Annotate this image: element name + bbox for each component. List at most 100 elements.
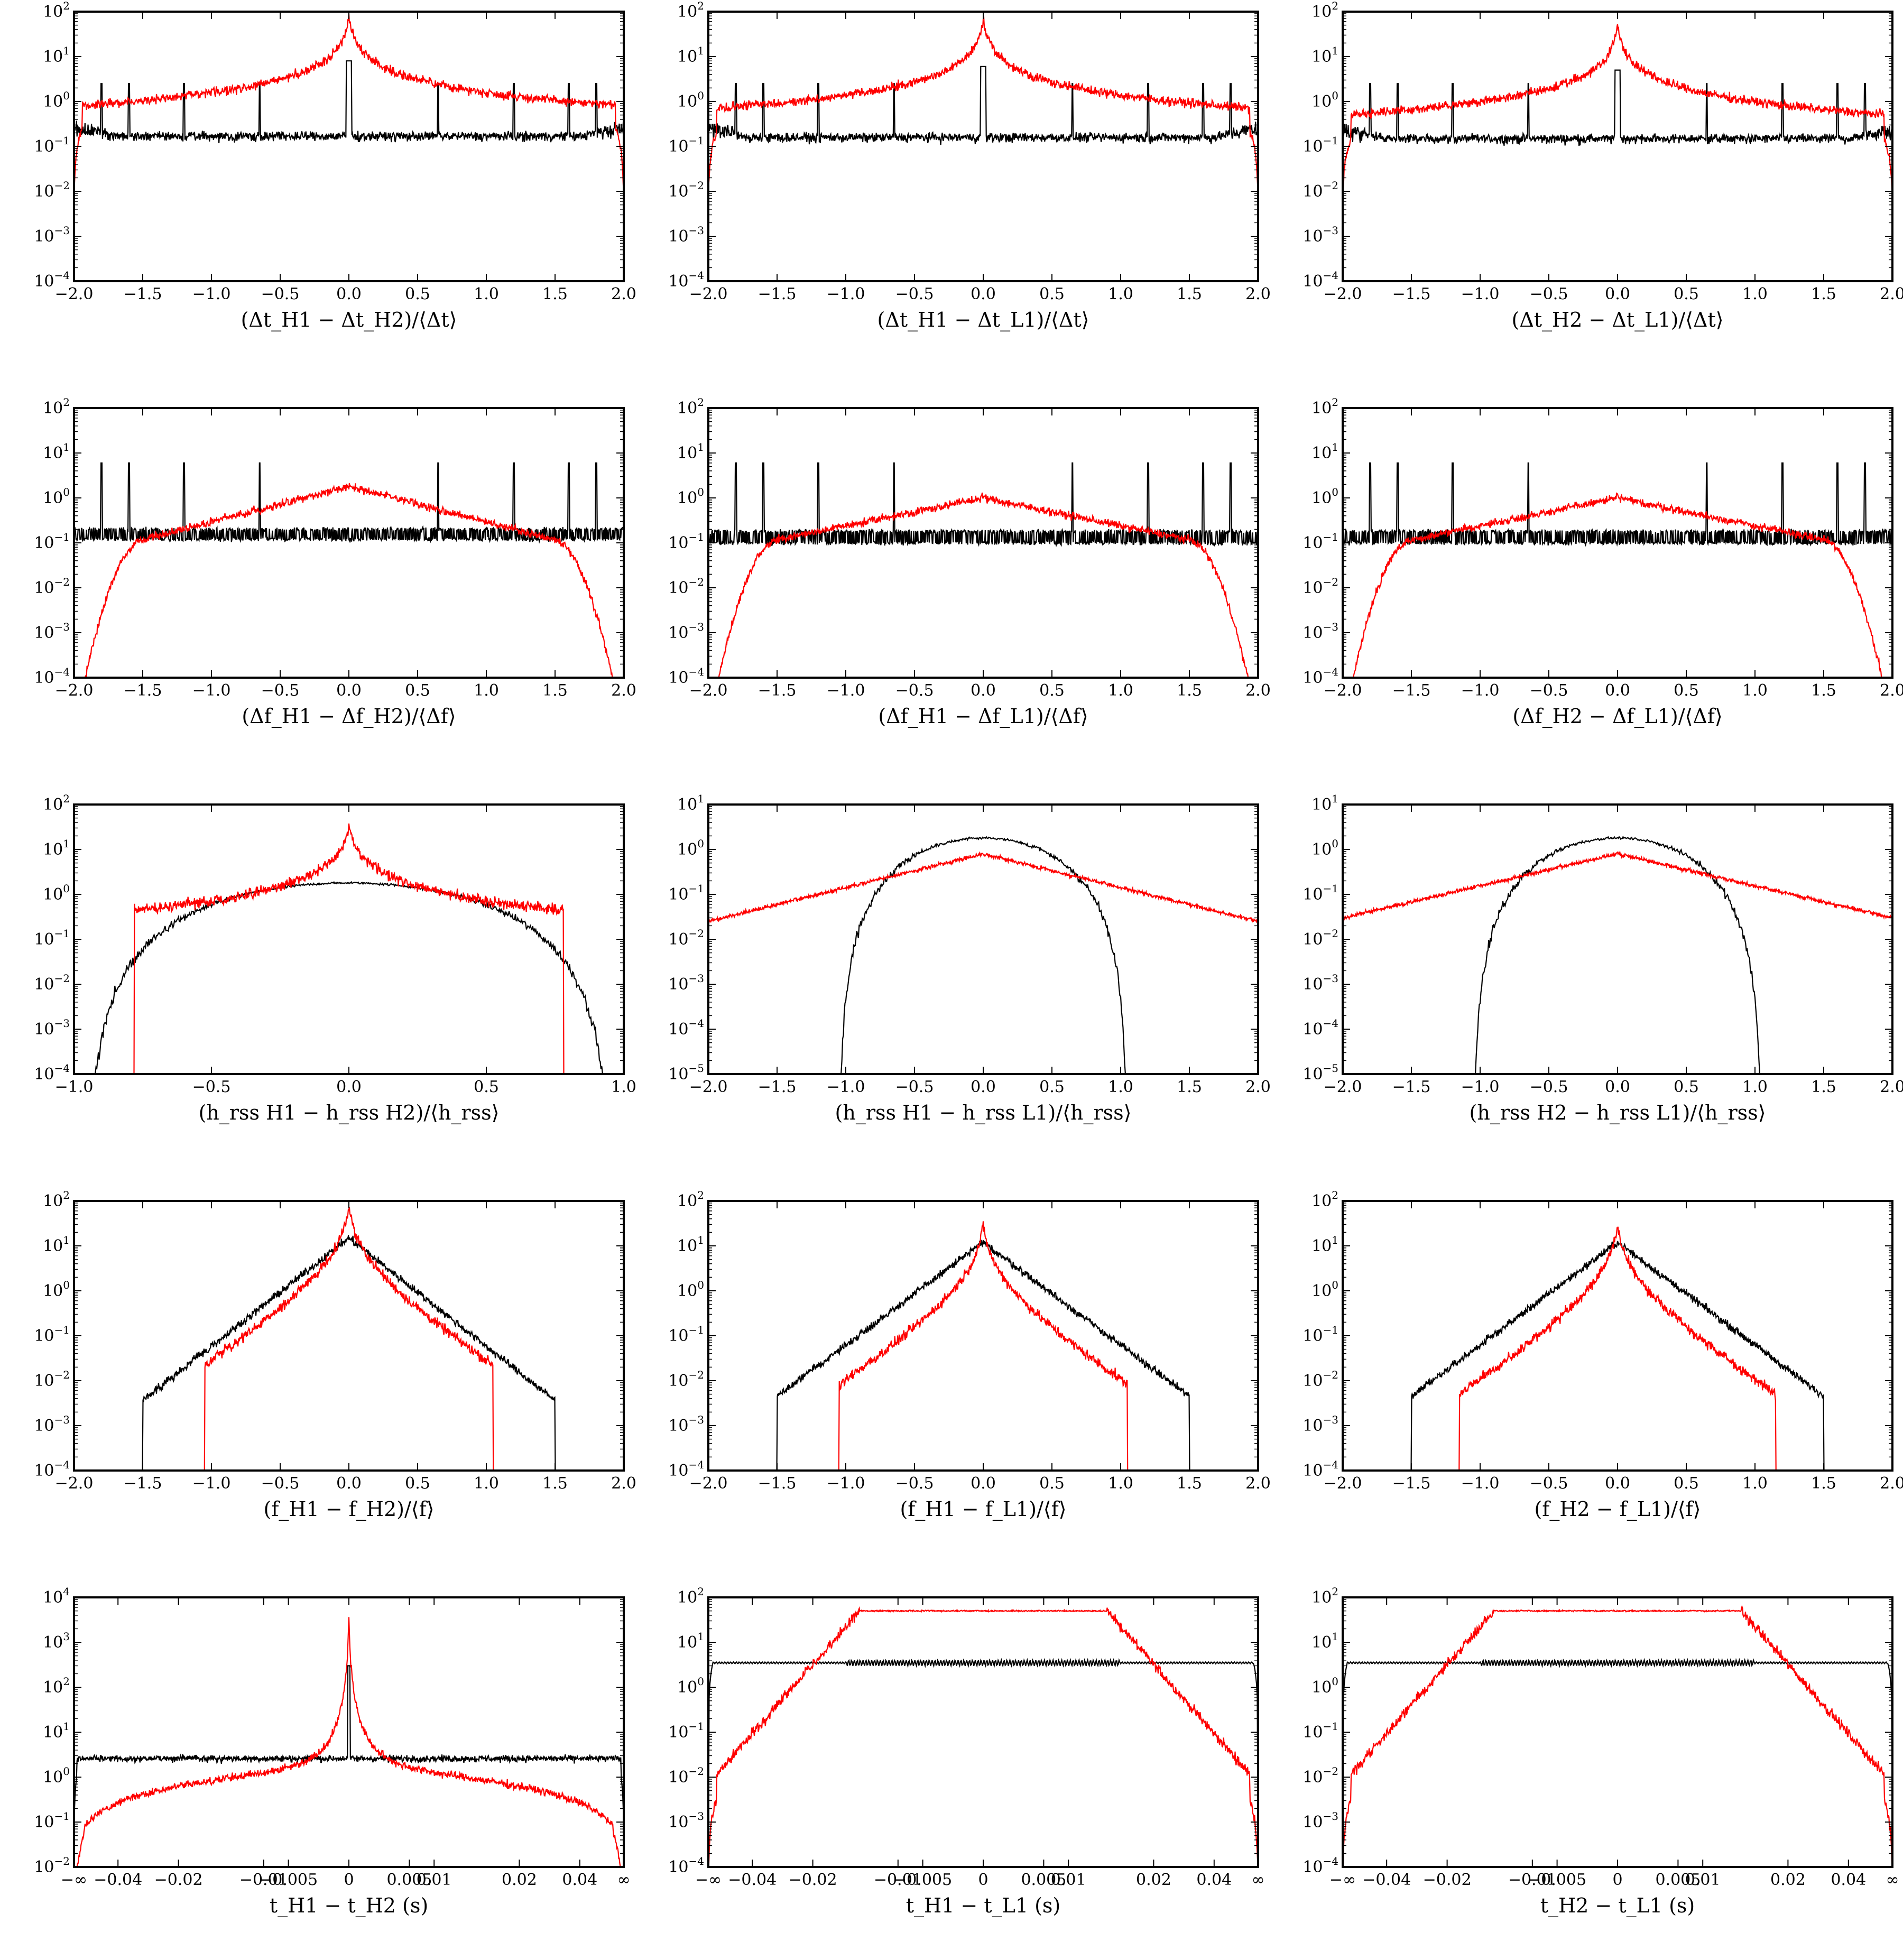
y-tick-label: 10−2 [34, 1369, 70, 1390]
y-tick-label: 10−3 [668, 972, 704, 994]
series-line-0 [74, 462, 624, 544]
y-tick-label: 10−1 [668, 134, 704, 156]
x-axis-label: t_H2 − t_L1 (s) [1540, 1894, 1695, 1918]
y-tick-label: 100 [43, 882, 70, 904]
series-line-1 [74, 483, 624, 678]
x-tick-label: 0.0 [1605, 1078, 1630, 1096]
x-tick-label: −2.0 [689, 285, 728, 303]
axes-frame [73, 1596, 625, 1868]
y-tick-label: 102 [677, 1585, 704, 1607]
x-tick-label: −2.0 [55, 681, 94, 700]
x-tick-label: 1.0 [1108, 681, 1133, 700]
x-tick-label: −2.0 [689, 1474, 728, 1493]
x-tick-label: 0.0 [336, 1474, 362, 1493]
y-tick-label: 10−3 [1302, 972, 1338, 994]
x-tick-label: 0.5 [1039, 1474, 1065, 1493]
x-tick-label: 0.01 [417, 1871, 452, 1889]
series-line-1 [708, 851, 1258, 924]
y-tick-label: 10−4 [668, 665, 704, 687]
x-tick-label: 0.0 [971, 1474, 996, 1493]
x-tick-label: 0.5 [405, 285, 430, 303]
series-line-0 [708, 836, 1258, 1074]
x-tick-label: −0.5 [895, 1474, 934, 1493]
x-axis-label: (f_H2 − f_L1)/⟨f⟩ [1534, 1497, 1701, 1521]
y-tick-label: 102 [1311, 1189, 1338, 1210]
subplot-p13: 10−4 10−3 10−2 10−1 100 101 102 −2.0 −1.5 −1.0 −0.… [1302, 0, 1903, 332]
x-tick-label: 0.04 [1831, 1871, 1866, 1889]
y-tick-label: 102 [1311, 396, 1338, 418]
series-line-1 [1343, 492, 1892, 678]
x-tick-label: 0.01 [1685, 1871, 1721, 1889]
y-tick-label: 10−4 [1302, 1855, 1338, 1876]
y-tick-label: 10−2 [34, 972, 70, 994]
x-tick-label: −1.5 [758, 1474, 797, 1493]
y-tick-label: 10−1 [34, 1324, 70, 1345]
series-line-0 [1343, 1658, 1892, 1867]
series-line-1 [1343, 850, 1892, 921]
subplot-p21: 10−4 10−3 10−2 10−1 100 101 102 −2.0 −1.5 −1.0 −0.… [34, 396, 636, 728]
x-tick-label: −0.5 [192, 1078, 231, 1096]
x-tick-label: −0.5 [261, 681, 300, 700]
y-tick-label: 102 [677, 1189, 704, 1210]
y-tick-label: 10−4 [668, 1855, 704, 1876]
y-tick-label: 100 [677, 1675, 704, 1697]
y-tick-label: 10−3 [1302, 224, 1338, 246]
x-axis-label: t_H1 − t_L1 (s) [906, 1894, 1061, 1918]
y-tick-label: 10−2 [668, 1765, 704, 1787]
x-tick-label: −0.5 [1530, 285, 1568, 303]
y-tick-label: 10−4 [34, 269, 70, 291]
series-line-1 [74, 1617, 624, 1867]
x-tick-label: −0.5 [1530, 681, 1568, 700]
axes-frame [73, 1200, 625, 1472]
y-tick-label: 101 [43, 1234, 70, 1255]
x-tick-label: 0.5 [1674, 285, 1699, 303]
axes-frame [73, 803, 625, 1075]
y-tick-label: 102 [43, 0, 70, 21]
x-tick-label: −1.5 [124, 1474, 162, 1493]
x-tick-label: 0.5 [405, 681, 430, 700]
x-tick-label: −1.5 [758, 1078, 797, 1096]
y-tick-label: 10−4 [1302, 1017, 1338, 1039]
y-tick-label: 10−4 [668, 269, 704, 291]
y-tick-label: 101 [1311, 1630, 1338, 1652]
subplot-p41: 10−4 10−3 10−2 10−1 100 101 102 −2.0 −1.5 −1.0 −0.… [34, 1189, 636, 1521]
series-line-1 [74, 823, 624, 1074]
y-tick-label: 100 [1311, 1675, 1338, 1697]
x-axis-label: (Δt_H1 − Δt_L1)/⟨Δt⟩ [877, 308, 1089, 332]
y-tick-label: 10−1 [668, 1720, 704, 1742]
y-tick-label: 104 [43, 1585, 70, 1607]
x-axis-label: (Δf_H2 − Δf_L1)/⟨Δf⟩ [1512, 705, 1722, 728]
x-tick-label: 0.0 [336, 285, 362, 303]
x-tick-label: −1.5 [1392, 1474, 1431, 1493]
x-tick-label: 0.01 [1051, 1871, 1086, 1889]
x-tick-label: 2.0 [1880, 1078, 1903, 1096]
subplot-p23: 10−4 10−3 10−2 10−1 100 101 102 −2.0 −1.5 −1.0 −0.… [1302, 396, 1903, 728]
series-line-0 [1343, 1241, 1892, 1471]
x-tick-label: −2.0 [55, 1474, 94, 1493]
y-tick-label: 101 [43, 44, 70, 66]
x-tick-label: 2.0 [1880, 285, 1903, 303]
y-tick-label: 101 [43, 837, 70, 859]
y-tick-label: 102 [677, 396, 704, 418]
subplot-p32: 10−5 10−4 10−3 10−2 10−1 100 101 −2.0 −1.5 −1.0 −0… [668, 792, 1271, 1125]
x-tick-label: −1.0 [827, 1078, 865, 1096]
series-line-1 [708, 16, 1258, 281]
x-tick-label: −1.5 [1392, 1078, 1431, 1096]
subplot-p31: 10−4 10−3 10−2 10−1 100 101 102 −1.0 −0.5 0.0 0.5 1… [34, 792, 636, 1125]
x-tick-label: −1.0 [1461, 1078, 1500, 1096]
x-tick-label: −0.005 [893, 1871, 952, 1889]
x-tick-label: 1.5 [542, 285, 568, 303]
x-tick-label: 1.0 [1108, 1474, 1133, 1493]
y-tick-label: 10−3 [668, 1810, 704, 1832]
y-tick-label: 102 [1311, 1585, 1338, 1607]
x-axis-label: (f_H1 − f_L1)/⟨f⟩ [900, 1497, 1066, 1521]
x-tick-label: −1.0 [827, 1474, 865, 1493]
x-tick-label: 0.005 [386, 1871, 432, 1889]
y-tick-label: 10−1 [1302, 1720, 1338, 1742]
y-tick-label: 10−5 [668, 1062, 704, 1084]
y-tick-label: 100 [43, 89, 70, 111]
x-tick-label: −2.0 [55, 285, 94, 303]
x-tick-label: 2.0 [1245, 681, 1271, 700]
y-tick-label: 100 [43, 1279, 70, 1300]
y-tick-label: 10−4 [668, 1458, 704, 1480]
